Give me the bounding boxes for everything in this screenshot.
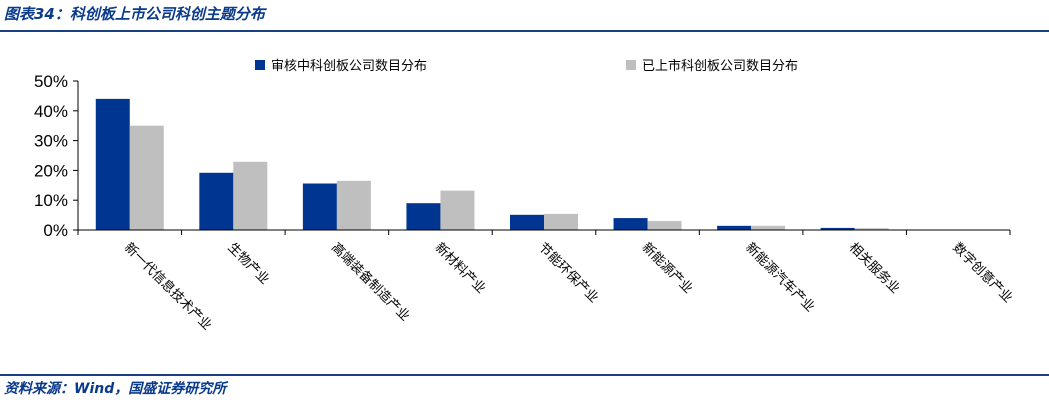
bar-listed-7 — [854, 228, 889, 230]
chart-legend: 审核中科创板公司数目分布 已上市科创板公司数目分布 — [255, 58, 798, 74]
category-label: 相关服务业 — [846, 240, 903, 297]
bar-under-review-5 — [613, 218, 648, 230]
category-label: 数字创意产业 — [949, 240, 1015, 306]
category-label: 新材料产业 — [432, 240, 489, 297]
y-axis: 0% 10% 20% 30% 40% 50% — [34, 72, 79, 240]
bar-under-review-2 — [302, 183, 337, 230]
category-label: 节能环保产业 — [535, 240, 601, 306]
top-rule — [0, 30, 1049, 32]
legend-swatch — [255, 60, 265, 70]
bar-under-review-6 — [717, 225, 752, 230]
bar-under-review-3 — [406, 203, 441, 230]
y-tick-label: 50% — [34, 72, 68, 91]
bars — [95, 98, 889, 230]
bar-under-review-1 — [199, 172, 234, 230]
bar-chart: 审核中科创板公司数目分布 已上市科创板公司数目分布 0% 10% 20% 30% 40% 5… — [34, 58, 1016, 334]
figure-title: 图表34：科创板上市公司科创主题分布 — [4, 5, 265, 23]
category-label: 生物产业 — [225, 240, 272, 287]
bar-under-review-7 — [820, 227, 855, 230]
bar-listed-4 — [544, 213, 578, 230]
category-label: 高端装备制造产业 — [328, 240, 413, 325]
bar-under-review-0 — [95, 98, 130, 230]
category-label: 新能源产业 — [639, 240, 696, 297]
bottom-rule — [0, 374, 1049, 376]
y-tick-label: 40% — [34, 102, 68, 121]
figure-source: 资料来源：Wind，国盛证券研究所 — [4, 381, 227, 397]
bar-listed-6 — [751, 225, 786, 230]
y-tick-label: 0% — [43, 221, 68, 240]
legend-label: 审核中科创板公司数目分布 — [271, 59, 427, 74]
x-axis: 新一代信息技术产业 生物产业 高端装备制造产业 新材料产业 节能环保产业 新能源产业 新能源… — [77, 229, 1016, 334]
bar-listed-1 — [233, 161, 268, 230]
y-tick-label: 30% — [34, 132, 68, 151]
bar-listed-3 — [440, 190, 475, 230]
bar-listed-2 — [336, 180, 371, 230]
bar-under-review-4 — [510, 214, 544, 230]
legend-label: 已上市科创板公司数目分布 — [642, 58, 798, 74]
legend-swatch — [626, 60, 636, 70]
category-label: 新一代信息技术产业 — [121, 240, 215, 334]
bar-listed-5 — [647, 221, 682, 230]
bar-listed-0 — [129, 125, 164, 230]
y-tick-label: 20% — [34, 161, 68, 180]
y-tick-label: 10% — [34, 191, 68, 210]
category-label: 新能源汽车产业 — [742, 240, 818, 316]
